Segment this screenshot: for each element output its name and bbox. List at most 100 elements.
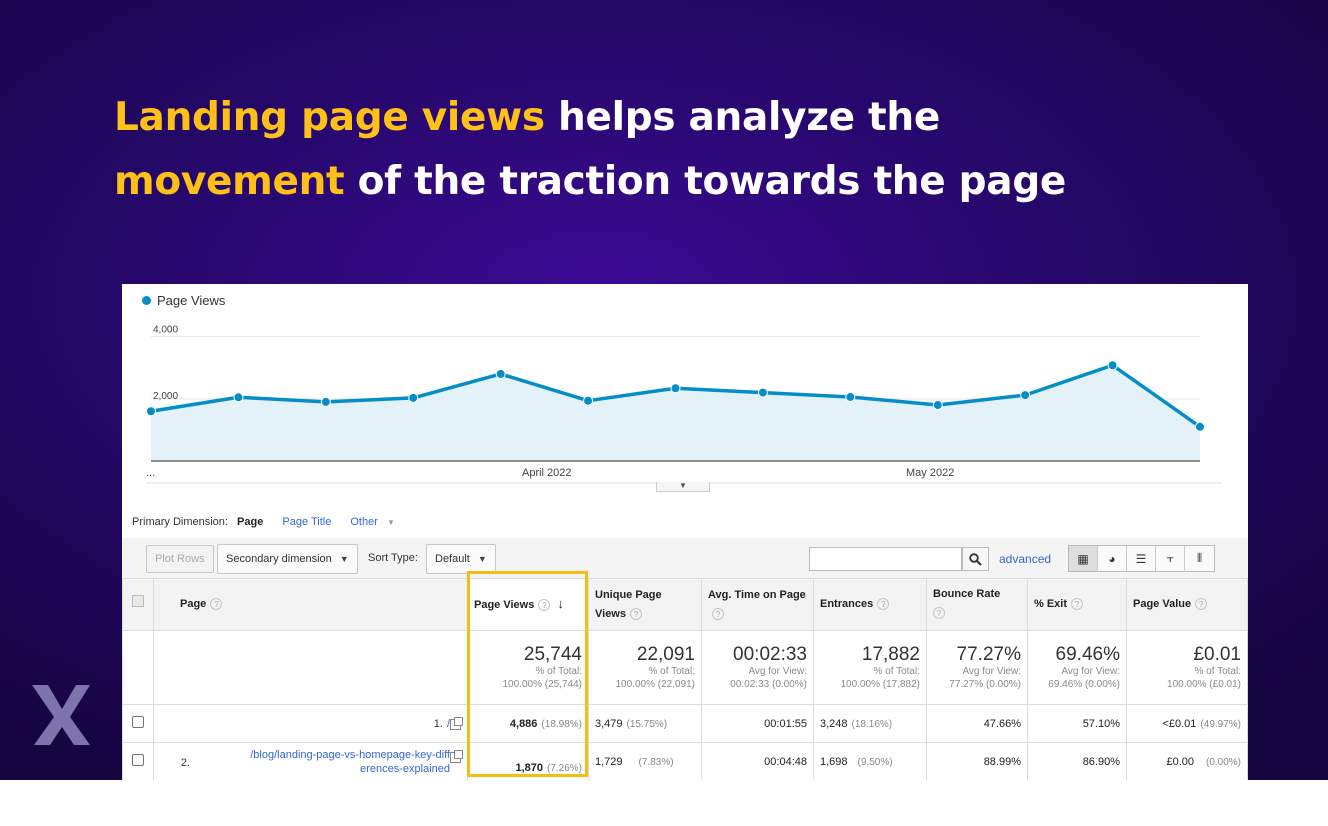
sort-arrow-down-icon[interactable]: ↓ <box>557 596 564 611</box>
row-entrances-pct: (18.16%) <box>851 718 893 730</box>
total-sub-label: Avg for View: <box>748 666 807 677</box>
total-page-value: £0.01% of Total: 100.00% (£0.01) <box>1126 630 1248 705</box>
help-icon[interactable]: ? <box>933 607 945 619</box>
x-tick-label: ... <box>146 467 155 479</box>
totals-row: 25,744% of Total: 100.00% (25,744) 22,091… <box>122 630 1248 705</box>
help-icon[interactable]: ? <box>877 598 890 610</box>
header-page-value-label: Page Value <box>1133 598 1192 610</box>
row-bounce: 88.99% <box>926 742 1028 780</box>
total-sub-value: 77.27% (0.00%) <box>949 679 1021 690</box>
total-sub-label: % of Total: <box>535 666 582 677</box>
data-point <box>233 392 244 403</box>
chevron-down-icon: ▼ <box>386 518 395 527</box>
help-icon[interactable]: ? <box>712 607 724 620</box>
select-all-checkbox[interactable] <box>132 595 144 607</box>
chart-collapse-handle[interactable]: ▼ <box>656 482 710 492</box>
header-unique-label: Unique Page Views <box>595 588 662 620</box>
header-bounce-label: Bounce Rate <box>933 588 1001 600</box>
header-bounce-rate[interactable]: Bounce Rate? <box>926 578 1028 631</box>
table-view-icon[interactable]: ▦ <box>1069 546 1098 571</box>
dimension-page[interactable]: Page <box>237 516 264 528</box>
total-sub-label: Avg for View: <box>1061 666 1120 677</box>
pivot-view-icon[interactable]: ⦀ <box>1196 551 1203 565</box>
comparison-view-icon[interactable]: ⫟ <box>1156 546 1185 571</box>
headline-text-2: of the traction towards the page <box>344 159 1067 204</box>
performance-view-icon[interactable]: ☰ <box>1127 546 1156 571</box>
row-page-link-line2: erences-explained <box>360 762 450 775</box>
header-page-views[interactable]: Page Views? ↓ <box>467 578 589 631</box>
data-point <box>495 368 506 379</box>
row-value: £0.00 (0.00%) <box>1126 742 1248 780</box>
total-sub-value: 00:02:33 (0.00%) <box>730 679 807 690</box>
series-area <box>151 365 1200 461</box>
help-icon[interactable]: ? <box>210 598 223 610</box>
header-page-value[interactable]: Page Value? <box>1126 578 1248 631</box>
header-unique-page-views[interactable]: Unique Page Views? <box>588 578 702 631</box>
data-point <box>757 387 768 398</box>
header-exit[interactable]: % Exit? <box>1027 578 1127 631</box>
help-icon[interactable]: ? <box>1071 598 1084 610</box>
row-value-value: £0.00 <box>1166 755 1194 768</box>
total-page-views: 25,744% of Total: 100.00% (25,744) <box>467 630 589 705</box>
analytics-panel: 4,000 2,000... April 2022 May 2022 Page Vie… <box>122 284 1248 780</box>
sort-type-dropdown[interactable]: Default ▼ <box>426 544 496 574</box>
row-checkbox[interactable] <box>132 754 144 766</box>
chevron-down-icon: ▼ <box>339 554 349 564</box>
row-page-link[interactable]: / <box>446 717 450 730</box>
row-select-cell[interactable] <box>122 704 154 743</box>
help-icon[interactable]: ? <box>538 599 551 611</box>
data-point <box>146 406 156 417</box>
page-views-chart: 4,000 2,000... April 2022 May 2022 <box>146 325 1222 484</box>
total-bounce-rate: 77.27% Avg for View: 77.27% (0.00%) <box>926 630 1028 705</box>
totals-empty-page <box>153 630 468 705</box>
headline: Landing page views helps analyze the mov… <box>114 86 1214 214</box>
search-icon[interactable] <box>962 547 989 571</box>
total-value: 22,091 <box>636 644 695 665</box>
total-unique-page-views: 22,091% of Total: 100.00% (22,091) <box>588 630 702 705</box>
open-external-icon[interactable] <box>450 749 463 763</box>
row-checkbox[interactable] <box>132 716 144 728</box>
table-row: 1./ 4,886 (18.98%) 3,479 (15.75%) 00:01:55… <box>122 704 1248 743</box>
total-value: 00:02:33 <box>733 644 807 665</box>
header-page-views-label: Page Views <box>474 599 535 611</box>
header-entrances[interactable]: Entrances? <box>813 578 927 631</box>
header-page-label: Page <box>180 598 207 610</box>
dimension-other[interactable]: Other ▼ <box>350 516 401 528</box>
row-unique: 1,729 (7.83%) <box>588 742 702 780</box>
row-bounce: 47.66% <box>926 704 1028 743</box>
sort-type-label: Sort Type: <box>368 552 418 564</box>
table-search-input[interactable] <box>809 547 962 571</box>
total-sub-value: 100.00% (£0.01) <box>1167 679 1241 690</box>
dimension-page-title[interactable]: Page Title <box>282 516 332 528</box>
row-page-link[interactable]: /blog/landing-page-vs-homepage-key-diff e… <box>190 748 450 776</box>
help-icon[interactable]: ? <box>1195 598 1208 610</box>
open-external-icon[interactable] <box>450 716 463 730</box>
select-all-cell[interactable] <box>122 578 154 631</box>
help-icon[interactable]: ? <box>630 607 642 620</box>
row-page-views: 1,870 (7.26%) <box>467 742 589 780</box>
header-row: Page? Page Views? ↓ Unique Page Views? A… <box>122 578 1248 631</box>
data-point <box>320 396 331 407</box>
total-value: 17,882 <box>861 644 920 665</box>
advanced-link[interactable]: advanced <box>999 552 1052 566</box>
pie-view-icon[interactable]: ◕ <box>1098 546 1127 571</box>
row-unique-value: 3,479 <box>595 717 623 730</box>
row-page-views-value: 4,886 <box>509 717 538 730</box>
total-sub-value: 100.00% (17,882) <box>840 679 920 690</box>
header-entrances-label: Entrances <box>820 598 874 610</box>
data-point <box>845 391 856 402</box>
row-entrances-value: 1,698 <box>820 755 848 768</box>
header-avg-time[interactable]: Avg. Time on Page? <box>701 578 814 631</box>
header-page[interactable]: Page? <box>153 578 468 631</box>
total-value: 69.46% <box>1055 644 1120 665</box>
data-table: Page? Page Views? ↓ Unique Page Views? A… <box>122 578 1248 780</box>
row-number: 1. <box>433 717 443 730</box>
secondary-dimension-dropdown[interactable]: Secondary dimension ▼ <box>217 544 358 574</box>
primary-dimension-label: Primary Dimension: <box>132 516 228 528</box>
data-point <box>583 395 594 406</box>
total-value: £0.01 <box>1193 644 1241 665</box>
row-select-cell[interactable] <box>122 742 154 780</box>
row-avg-time: 00:01:55 <box>701 704 814 743</box>
plot-rows-button[interactable]: Plot Rows <box>146 545 214 573</box>
totals-empty <box>122 630 154 705</box>
